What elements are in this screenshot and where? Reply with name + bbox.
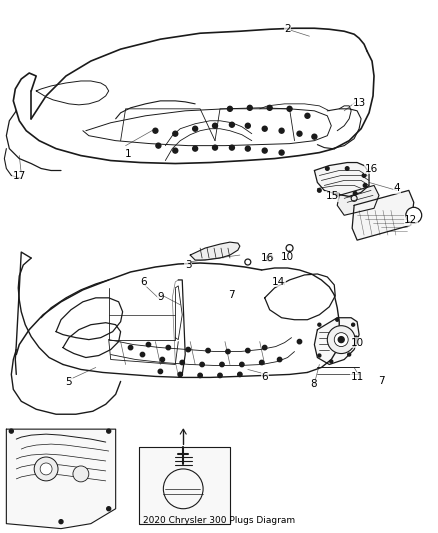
Circle shape — [336, 318, 339, 321]
Text: 12: 12 — [404, 215, 417, 225]
Circle shape — [262, 126, 267, 131]
Circle shape — [173, 148, 178, 153]
Polygon shape — [190, 242, 240, 260]
Circle shape — [198, 373, 202, 377]
Text: 10: 10 — [350, 337, 364, 348]
Circle shape — [193, 146, 198, 151]
Circle shape — [206, 349, 210, 353]
Circle shape — [297, 131, 302, 136]
Circle shape — [336, 192, 339, 196]
Circle shape — [297, 340, 302, 344]
Text: 9: 9 — [157, 292, 164, 302]
Text: 17: 17 — [13, 172, 26, 181]
Circle shape — [153, 128, 158, 133]
Circle shape — [327, 326, 355, 353]
Circle shape — [59, 520, 63, 523]
Text: 7: 7 — [378, 376, 384, 386]
Text: 13: 13 — [353, 98, 366, 108]
Circle shape — [240, 362, 244, 367]
Circle shape — [245, 123, 250, 128]
Text: 3: 3 — [185, 260, 191, 270]
Circle shape — [353, 191, 357, 195]
Circle shape — [34, 457, 58, 481]
Circle shape — [107, 429, 111, 433]
Circle shape — [318, 354, 321, 357]
Text: 1: 1 — [125, 149, 132, 159]
Circle shape — [227, 107, 233, 111]
Text: 16: 16 — [364, 164, 378, 174]
Circle shape — [355, 336, 357, 339]
Circle shape — [218, 373, 222, 377]
Circle shape — [173, 131, 178, 136]
Circle shape — [279, 128, 284, 133]
Text: 7: 7 — [229, 290, 235, 300]
Circle shape — [146, 342, 151, 347]
Text: 2: 2 — [284, 24, 291, 34]
Text: 14: 14 — [272, 277, 285, 287]
Circle shape — [245, 146, 250, 151]
Circle shape — [246, 349, 250, 353]
Circle shape — [107, 507, 111, 511]
Circle shape — [279, 150, 284, 155]
Text: 8: 8 — [310, 379, 317, 390]
Text: 10: 10 — [281, 252, 294, 262]
Circle shape — [312, 134, 317, 139]
Circle shape — [277, 357, 282, 362]
Circle shape — [200, 362, 204, 367]
Circle shape — [166, 345, 170, 350]
Circle shape — [156, 143, 161, 148]
Circle shape — [352, 323, 355, 326]
Text: 15: 15 — [325, 191, 339, 201]
Circle shape — [262, 345, 267, 350]
Polygon shape — [7, 429, 116, 529]
Text: 2020 Chrysler 300 Plugs Diagram: 2020 Chrysler 300 Plugs Diagram — [143, 516, 295, 525]
Circle shape — [9, 429, 13, 433]
Polygon shape — [337, 185, 379, 215]
Circle shape — [318, 189, 321, 192]
Polygon shape — [314, 318, 359, 365]
Circle shape — [325, 167, 329, 171]
Circle shape — [362, 174, 366, 177]
Circle shape — [260, 360, 264, 365]
Text: 16: 16 — [261, 253, 274, 263]
Circle shape — [238, 372, 242, 377]
Circle shape — [262, 148, 267, 153]
Circle shape — [363, 184, 367, 187]
Circle shape — [73, 466, 89, 482]
Circle shape — [158, 369, 162, 374]
Circle shape — [220, 362, 224, 367]
Polygon shape — [314, 163, 369, 196]
Circle shape — [230, 145, 234, 150]
Polygon shape — [352, 190, 414, 240]
Circle shape — [287, 107, 292, 111]
Circle shape — [178, 372, 183, 377]
Text: 6: 6 — [261, 373, 268, 382]
Circle shape — [247, 106, 252, 110]
Circle shape — [40, 463, 52, 475]
Circle shape — [180, 360, 184, 365]
Circle shape — [128, 345, 133, 350]
Circle shape — [267, 106, 272, 110]
Circle shape — [318, 323, 321, 326]
Circle shape — [305, 114, 310, 118]
Circle shape — [193, 126, 198, 131]
Text: 4: 4 — [394, 183, 400, 193]
Circle shape — [346, 167, 349, 171]
Circle shape — [186, 348, 191, 352]
Polygon shape — [138, 447, 230, 523]
Text: 6: 6 — [140, 277, 147, 287]
Circle shape — [212, 145, 218, 150]
Circle shape — [226, 349, 230, 354]
Circle shape — [140, 352, 145, 357]
Circle shape — [160, 357, 165, 362]
Circle shape — [406, 207, 422, 223]
Circle shape — [348, 353, 351, 356]
Circle shape — [334, 333, 348, 346]
Circle shape — [212, 123, 218, 128]
Text: 5: 5 — [66, 377, 72, 387]
Circle shape — [338, 337, 344, 343]
Circle shape — [230, 122, 234, 127]
Text: 11: 11 — [350, 373, 364, 382]
Circle shape — [330, 360, 333, 363]
